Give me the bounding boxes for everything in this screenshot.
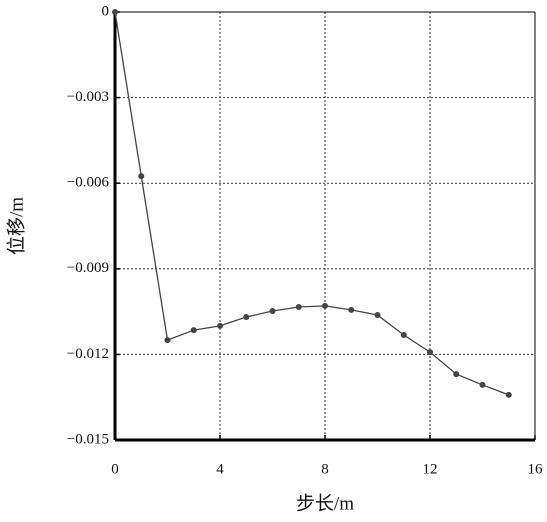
data-point	[269, 308, 276, 315]
data-point	[138, 173, 145, 180]
data-point	[243, 314, 250, 321]
x-axis-title: 步长/m	[296, 492, 354, 514]
y-tick-label: −0.012	[67, 346, 109, 362]
x-tick-label: 8	[321, 461, 329, 477]
data-point	[112, 9, 118, 15]
data-point	[374, 312, 381, 319]
data-point	[217, 322, 223, 329]
x-tick-label: 4	[216, 461, 224, 477]
data-line	[114, 11, 509, 396]
data-point	[453, 371, 460, 378]
data-point	[427, 349, 433, 356]
y-tick-label: −0.006	[67, 175, 110, 191]
y-tick-label: −0.009	[67, 260, 109, 276]
y-axis-title: 位移/m	[5, 197, 27, 255]
data-point	[479, 381, 486, 388]
y-tick-label: −0.003	[67, 89, 109, 105]
x-tick-label: 12	[423, 461, 438, 477]
y-tick-label: 0	[102, 3, 110, 19]
x-tick-label: 0	[111, 461, 119, 477]
data-point	[164, 337, 171, 344]
data-point	[505, 391, 512, 398]
x-tick-label: 16	[528, 461, 544, 477]
data-point	[295, 304, 302, 311]
data-point	[190, 327, 197, 334]
y-tick-label: −0.015	[67, 431, 109, 447]
data-point	[348, 306, 355, 313]
data-point	[322, 302, 328, 309]
data-point	[400, 331, 407, 338]
